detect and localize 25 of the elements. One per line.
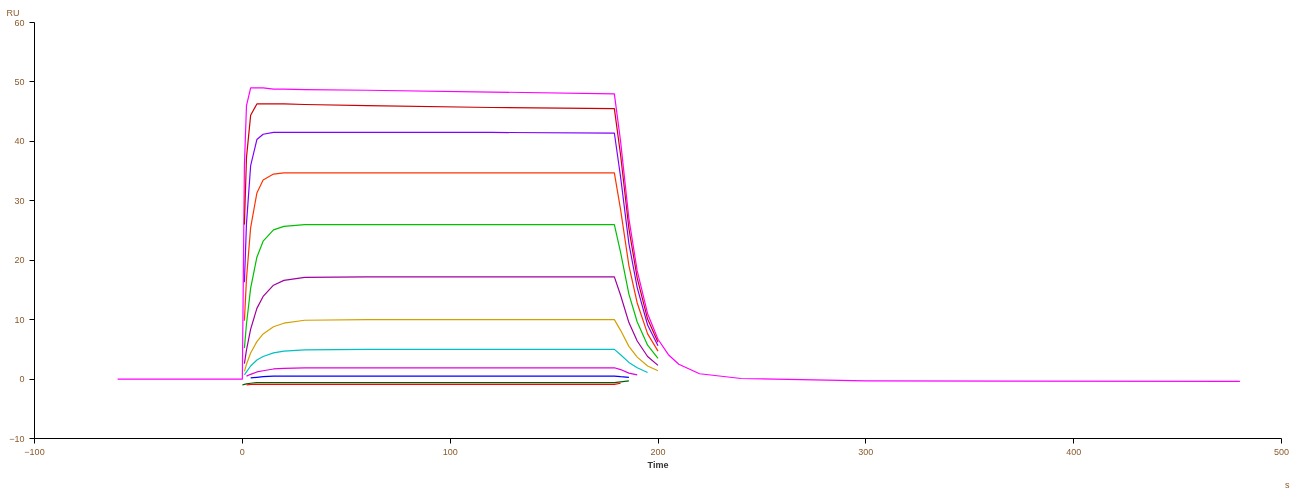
line-series [117,87,1241,383]
line-series [243,319,659,372]
y-tick-label: 40 [14,136,25,147]
y-tick-label: 0 [19,374,25,385]
y-axis-title: RU [6,7,20,18]
line-series [243,223,659,359]
x-tick-label: 200 [650,446,666,457]
line-series [245,367,638,377]
y-tick-label: −10 [9,433,25,444]
line-series [243,276,659,366]
x-tick-label: −100 [24,446,45,457]
y-tick-label: 50 [14,76,25,87]
y-tick-label: 30 [14,195,25,206]
x-tick-label: 100 [442,446,458,457]
x-axis-title: Time [647,459,669,470]
x-tick-label: 500 [1273,446,1290,457]
text: s [1285,479,1290,490]
x-tick-label: 400 [1066,446,1082,457]
y-tick-label: 20 [14,255,25,266]
line-series [243,172,659,352]
x-tick-label: 300 [858,446,874,457]
y-tick-label: 60 [14,17,25,28]
y-tick-label: 10 [14,314,25,325]
x-tick-label: 0 [239,446,245,457]
line-series [243,348,649,376]
